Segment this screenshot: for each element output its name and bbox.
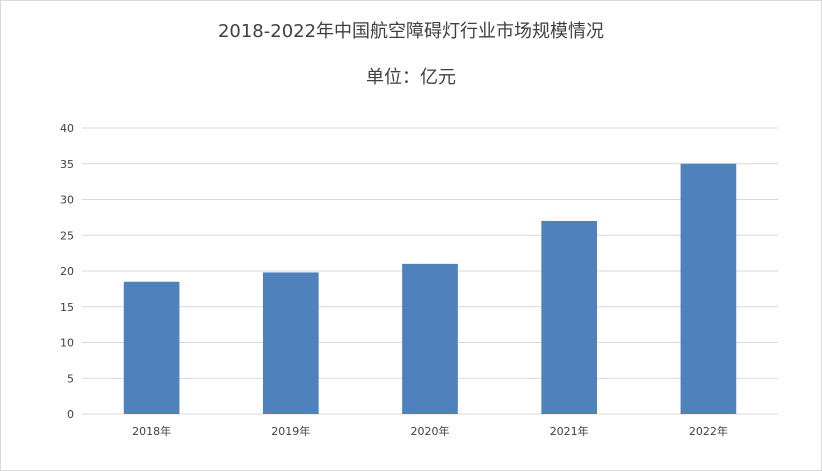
bar-4 [680, 163, 737, 414]
bar-0 [123, 281, 180, 414]
y-tick-label: 5 [67, 372, 74, 385]
chart-title: 2018-2022年中国航空障碍灯行业市场规模情况 [217, 21, 605, 42]
y-tick-label: 20 [60, 265, 74, 278]
bar-3 [541, 220, 598, 414]
bar-1 [262, 272, 319, 414]
x-tick-label: 2022年 [689, 424, 728, 438]
x-tick-label: 2018年 [132, 424, 171, 438]
y-tick-label: 15 [60, 301, 74, 314]
y-tick-label: 40 [60, 122, 74, 135]
x-tick-label: 2019年 [271, 424, 310, 438]
y-tick-label: 10 [60, 337, 74, 350]
y-tick-label: 35 [60, 158, 74, 171]
y-tick-label: 30 [60, 194, 74, 207]
x-tick-label: 2021年 [550, 424, 589, 438]
bar-2 [402, 263, 458, 414]
y-tick-label: 25 [60, 229, 74, 242]
y-tick-label: 0 [67, 408, 74, 421]
x-tick-label: 2020年 [411, 424, 450, 438]
chart-subtitle: 单位：亿元 [366, 67, 456, 88]
